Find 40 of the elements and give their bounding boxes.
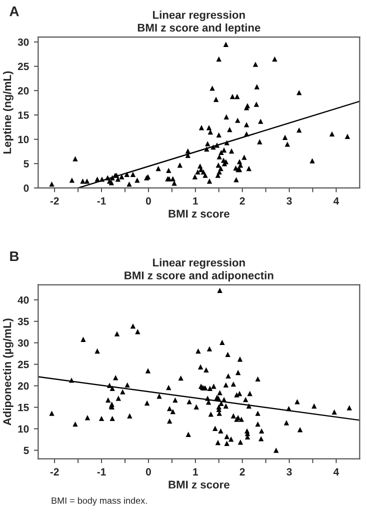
x-tick-label: -2	[50, 197, 59, 205]
y-tick-label: 25	[18, 360, 29, 368]
x-tick-label: 1	[193, 197, 198, 205]
x-tick-label: -1	[97, 468, 106, 476]
y-tick-label: 40	[18, 296, 29, 304]
x-axis-title: BMI z score	[168, 480, 230, 489]
y-tick-label: 20	[18, 87, 29, 94]
y-tick-label: 30	[18, 38, 29, 46]
x-tick-label: 4	[333, 468, 340, 476]
x-tick-label: 2	[240, 468, 245, 476]
y-tick-label: 30	[18, 339, 29, 347]
x-tick-label: -1	[97, 197, 106, 205]
x-tick-label: 3	[286, 468, 292, 476]
x-tick-label: 1	[193, 468, 198, 476]
y-tick-label: 10	[18, 425, 29, 433]
x-tick-label: 3	[286, 197, 292, 205]
x-tick-label: 4	[333, 197, 340, 205]
y-tick-label: 10	[18, 136, 29, 144]
chart-subtitle: BMI z score and adiponectin	[124, 271, 274, 282]
y-tick-label: 35	[18, 318, 29, 326]
y-tick-label: 5	[24, 446, 29, 454]
chart-title: Linear regression	[153, 258, 245, 269]
y-tick-label: 15	[18, 112, 29, 119]
x-tick-label: 0	[146, 468, 151, 476]
text: A	[10, 6, 19, 16]
y-tick-label: 25	[18, 62, 29, 70]
y-tick-label: 15	[18, 404, 29, 412]
chart-title: Linear regression	[153, 10, 245, 22]
y-axis-title: Adiponectin (µg/mL)	[2, 318, 14, 426]
chart-subtitle: BMI z score and leptine	[138, 23, 260, 34]
x-tick-label: 2	[240, 197, 245, 205]
text: BMI = body mass index.	[52, 497, 147, 506]
x-tick-label: 0	[146, 197, 151, 205]
y-tick-label: 20	[18, 382, 29, 390]
x-axis-title: BMI z score	[168, 210, 230, 218]
y-tick-label: 5	[24, 160, 29, 168]
y-axis-title: Leptine (ng/mL)	[2, 71, 14, 154]
x-tick-label: -2	[50, 468, 59, 476]
text: B	[10, 251, 19, 262]
y-tick-label: 0	[24, 184, 29, 192]
